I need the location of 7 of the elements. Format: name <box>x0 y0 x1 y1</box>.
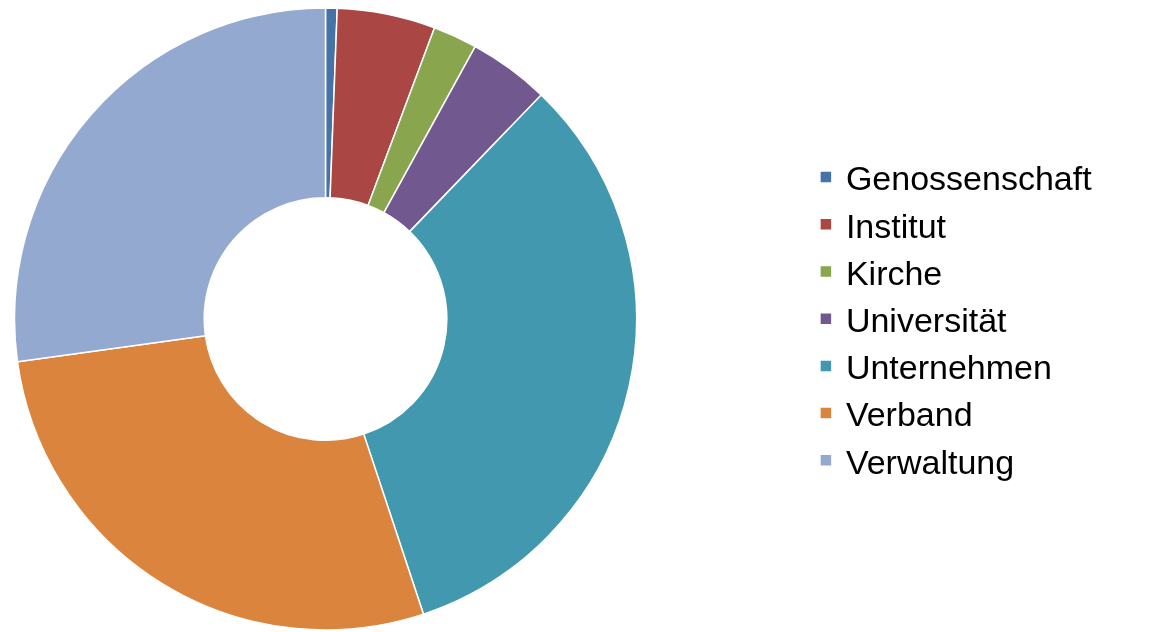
legend-label: Verwaltung <box>845 442 1015 481</box>
legend-label: Kirche <box>845 253 943 292</box>
legend-label: Genossenschaft <box>845 159 1093 198</box>
legend-label: Unternehmen <box>845 348 1052 387</box>
legend-label: Universität <box>845 300 1008 339</box>
legend-label: Verband <box>845 395 973 434</box>
legend-label: Institut <box>845 206 947 245</box>
